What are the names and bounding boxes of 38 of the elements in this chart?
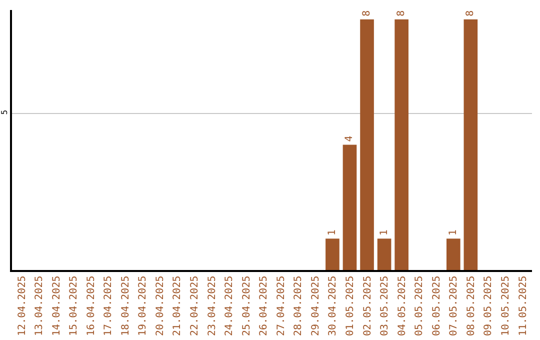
x-tick-label: 25.04.2025 <box>241 276 252 336</box>
data-label: 1 <box>448 230 459 236</box>
data-label: 4 <box>344 136 356 142</box>
x-tick-label: 17.04.2025 <box>103 276 114 336</box>
x-tick-label: 01.05.2025 <box>344 276 356 336</box>
x-tick-label: 06.05.2025 <box>431 276 442 336</box>
x-tick-label: 18.04.2025 <box>120 276 132 336</box>
x-tick-label: 22.04.2025 <box>190 276 201 336</box>
x-tick-label: 19.04.2025 <box>138 276 149 336</box>
x-tick-label: 11.05.2025 <box>518 276 529 336</box>
x-tick-label: 13.04.2025 <box>34 276 46 336</box>
x-tick-label: 14.04.2025 <box>51 276 62 336</box>
x-tick-label: 20.04.2025 <box>154 276 166 336</box>
x-tick-label: 29.04.2025 <box>310 276 322 336</box>
x-tick-label: 10.05.2025 <box>500 276 512 336</box>
x-tick-label: 02.05.2025 <box>362 276 374 336</box>
x-tick-label: 30.04.2025 <box>328 276 339 336</box>
y-tick-label: 5 <box>0 110 10 115</box>
x-tick-label: 21.04.2025 <box>172 276 184 336</box>
x-tick-label: 27.04.2025 <box>276 276 287 336</box>
data-label: 1 <box>378 230 390 236</box>
data-label: 8 <box>362 10 373 16</box>
x-tick-label: 04.05.2025 <box>396 276 408 336</box>
x-tick-label: 23.04.2025 <box>206 276 218 336</box>
x-tick-label: 28.04.2025 <box>293 276 304 336</box>
data-label: 1 <box>326 230 338 236</box>
x-tick-label: 05.05.2025 <box>414 276 426 336</box>
data-label: 8 <box>396 10 408 16</box>
x-tick-label: 12.04.2025 <box>16 276 28 336</box>
x-tick-label: 26.04.2025 <box>258 276 270 336</box>
data-label: 8 <box>465 10 476 16</box>
x-tick-label: 24.04.2025 <box>224 276 236 336</box>
x-tick-label: 16.04.2025 <box>86 276 97 336</box>
x-tick-label: 08.05.2025 <box>466 276 477 336</box>
x-tick-label: 09.05.2025 <box>483 276 494 336</box>
x-tick-label: 03.05.2025 <box>380 276 391 336</box>
x-tick-label: 15.04.2025 <box>68 276 80 336</box>
x-tick-label: 07.05.2025 <box>448 276 460 336</box>
